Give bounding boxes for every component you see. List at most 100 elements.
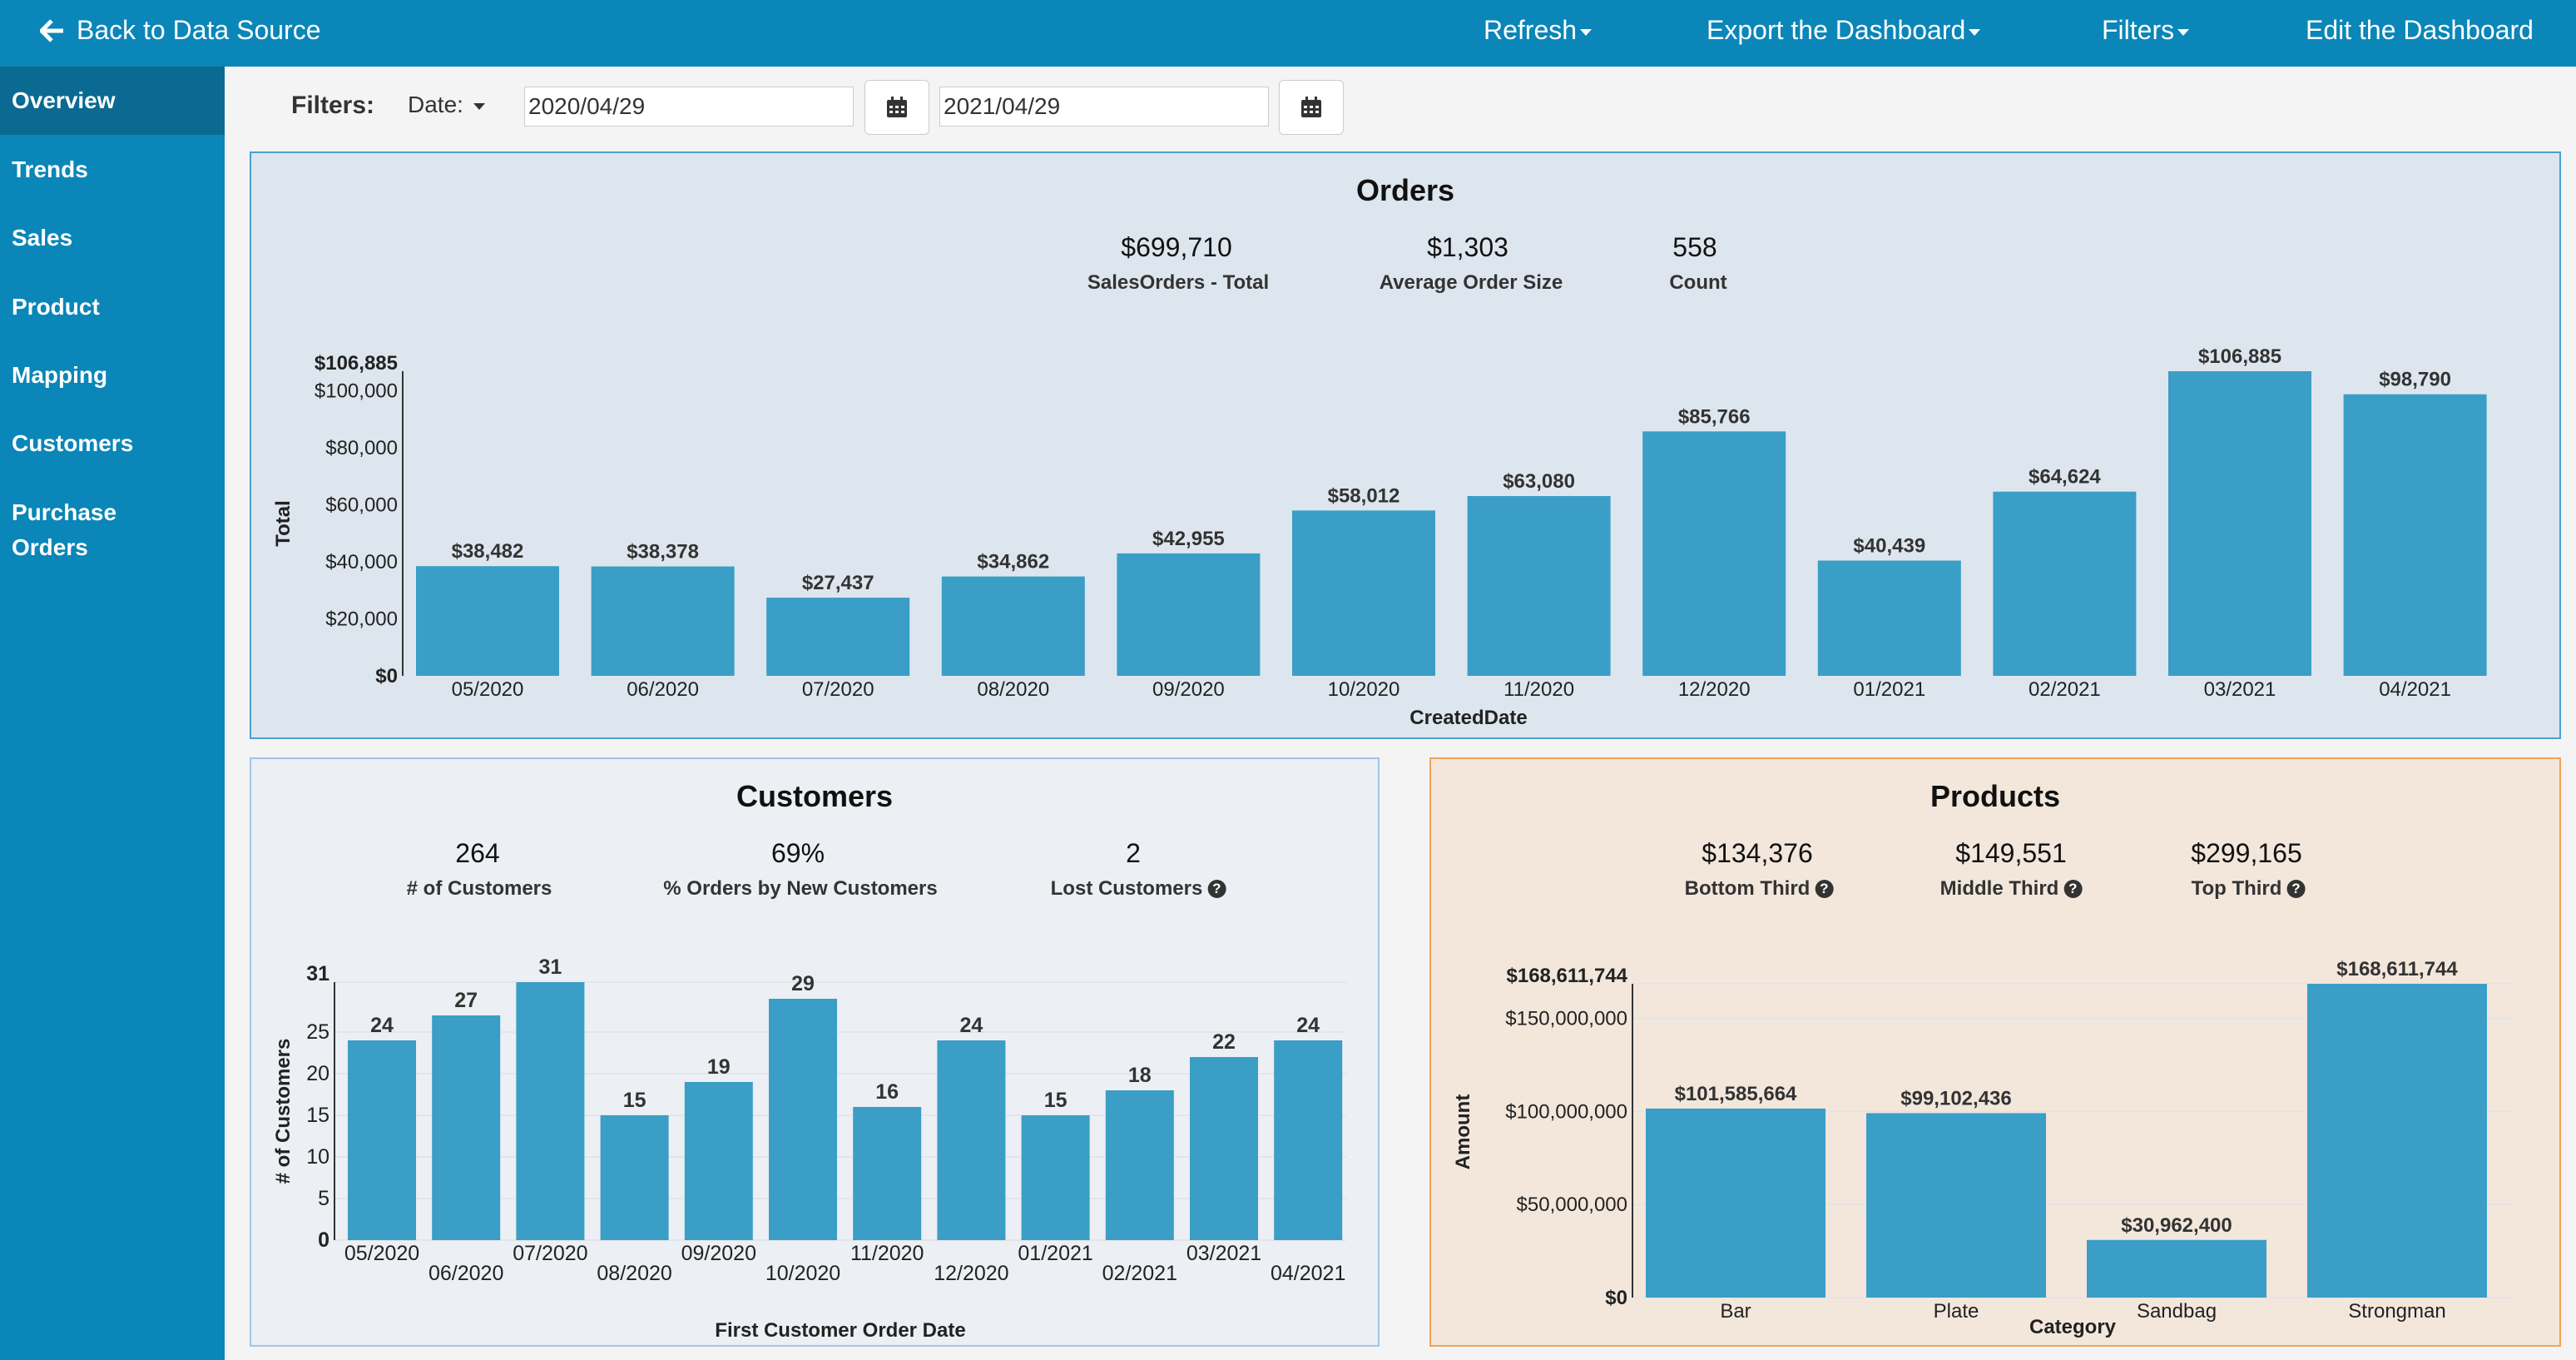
x-tick-label: 07/2020: [513, 1242, 587, 1265]
bar-value-label: $38,378: [627, 541, 699, 563]
chart-bar[interactable]: [1467, 495, 1611, 676]
x-tick-label: 04/2021: [2379, 678, 2451, 701]
kpi-label: Bottom Third?: [1685, 877, 1834, 901]
x-tick-label: 07/2020: [802, 678, 874, 701]
chart-bar[interactable]: [1642, 431, 1786, 676]
question-circle-icon[interactable]: ?: [2063, 880, 2083, 898]
x-tick-label: Sandbag: [2137, 1300, 2217, 1323]
y-tick-label: $106,885: [315, 352, 398, 375]
chart-bar[interactable]: [1021, 1115, 1090, 1240]
bar-value-label: $34,862: [977, 551, 1049, 573]
sidebar-item-product[interactable]: Product: [12, 294, 100, 320]
bar-value-label: $30,962,400: [2121, 1214, 2232, 1237]
edit-label: Edit the Dashboard: [2306, 15, 2534, 45]
end-date-calendar-button[interactable]: [1279, 80, 1344, 135]
chart-bar[interactable]: [1274, 1040, 1343, 1240]
x-tick-label: 10/2020: [765, 1262, 840, 1285]
y-tick-label: $100,000: [315, 380, 398, 403]
products-bar-chart: $0 $50,000,000 $100,000,000 $150,000,000 $16…: [1452, 958, 2513, 1338]
question-circle-icon[interactable]: ?: [1815, 880, 1834, 898]
bar-value-label: $40,439: [1853, 535, 1925, 558]
panel-title: Orders: [1355, 173, 1455, 207]
bar-value-label: 18: [1128, 1064, 1152, 1087]
sidebar-item-customers[interactable]: Customers: [12, 430, 134, 456]
y-tick-label: $50,000,000: [1517, 1194, 1627, 1216]
chart-bar[interactable]: [1866, 1113, 2046, 1298]
bar-value-label: 19: [707, 1055, 731, 1079]
chart-bar[interactable]: [416, 566, 559, 676]
end-date-input[interactable]: [939, 87, 1269, 127]
customers-panel[interactable]: Customers 264 # of Customers 69% % Order…: [250, 757, 1380, 1347]
panel-title: Customers: [736, 779, 894, 813]
chart-bar[interactable]: [1117, 553, 1261, 676]
caret-down-icon: [1969, 28, 1981, 36]
refresh-menu[interactable]: Refresh: [1484, 15, 1593, 46]
question-circle-icon[interactable]: ?: [1207, 880, 1226, 898]
chart-bar[interactable]: [1292, 510, 1435, 676]
caret-down-icon: [2177, 28, 2190, 36]
chart-bar[interactable]: [1817, 560, 1961, 676]
sidebar-item-purchase[interactable]: Purchase: [12, 499, 117, 525]
chart-bar[interactable]: [600, 1115, 669, 1240]
x-tick-label: 11/2020: [850, 1242, 924, 1265]
back-to-data-source-link[interactable]: Back to Data Source: [40, 15, 320, 46]
chart-bar[interactable]: [432, 1015, 501, 1240]
chart-bar[interactable]: [1646, 1108, 1825, 1298]
kpi-label: # of Customers: [407, 877, 552, 901]
sidebar-item-sales[interactable]: Sales: [12, 225, 73, 251]
chart-bar[interactable]: [769, 999, 837, 1240]
bar-value-label: $63,080: [1503, 470, 1575, 493]
export-dashboard-menu[interactable]: Export the Dashboard: [1707, 15, 1981, 46]
x-axis-title: CreatedDate: [1409, 707, 1527, 729]
chart-bar[interactable]: [591, 566, 735, 676]
chart-bar[interactable]: [1105, 1090, 1174, 1240]
sidebar-item-overview[interactable]: Overview: [0, 67, 225, 135]
start-date-input[interactable]: [524, 87, 854, 127]
bar-value-label: $27,437: [802, 572, 874, 594]
kpi-label: SalesOrders - Total: [1087, 271, 1269, 295]
edit-dashboard-link[interactable]: Edit the Dashboard: [2306, 15, 2534, 46]
chart-bar[interactable]: [2087, 1239, 2266, 1298]
chart-bar[interactable]: [516, 982, 585, 1240]
kpi-label-text: Top Third: [2191, 877, 2282, 900]
chart-bar[interactable]: [2343, 394, 2487, 676]
kpi-value: $299,165: [2191, 838, 2302, 868]
sidebar-item-trends[interactable]: Trends: [12, 156, 88, 182]
question-circle-icon[interactable]: ?: [2286, 880, 2306, 898]
refresh-label: Refresh: [1484, 15, 1578, 45]
filters-menu[interactable]: Filters: [2102, 15, 2190, 46]
bar-value-label: $106,885: [2198, 345, 2281, 368]
chart-bar[interactable]: [937, 1040, 1006, 1240]
kpi-label: Lost Customers?: [1051, 877, 1226, 901]
x-axis-title: Category: [2029, 1316, 2117, 1338]
chart-bar[interactable]: [2168, 371, 2311, 676]
chart-bar[interactable]: [684, 1082, 753, 1240]
calendar-icon: [887, 97, 907, 117]
chart-bar[interactable]: [766, 598, 910, 676]
x-tick-label: Strongman: [2348, 1300, 2445, 1323]
y-tick-label: 0: [318, 1228, 329, 1252]
chart-bar[interactable]: [1993, 491, 2137, 676]
orders-panel[interactable]: Orders $699,710 SalesOrders - Total $1,3…: [250, 151, 2561, 739]
x-tick-label: 01/2021: [1018, 1242, 1092, 1265]
date-filter-dropdown[interactable]: Date:: [408, 92, 485, 118]
sidebar-item-orders[interactable]: Orders: [12, 534, 88, 560]
kpi-value: $149,551: [1955, 838, 2067, 868]
kpi-value: 264: [455, 838, 500, 868]
chart-bar[interactable]: [2307, 984, 2487, 1298]
products-panel[interactable]: Products $134,376 Bottom Third? $149,551…: [1429, 757, 2561, 1347]
chart-bar[interactable]: [1190, 1057, 1258, 1240]
chart-bar[interactable]: [348, 1040, 416, 1240]
y-tick-label: 20: [306, 1062, 329, 1085]
caret-down-icon: [473, 102, 485, 110]
export-label: Export the Dashboard: [1707, 15, 1966, 45]
sidebar-item-mapping[interactable]: Mapping: [12, 362, 108, 388]
y-tick-label: 15: [306, 1104, 329, 1127]
bar-value-label: $99,102,436: [1900, 1087, 2011, 1109]
chart-bar[interactable]: [941, 576, 1085, 676]
x-tick-label: 03/2021: [1186, 1242, 1261, 1265]
bar-value-label: 22: [1212, 1030, 1236, 1054]
bar-value-label: $98,790: [2379, 369, 2451, 391]
start-date-calendar-button[interactable]: [864, 80, 929, 135]
chart-bar[interactable]: [853, 1107, 922, 1240]
